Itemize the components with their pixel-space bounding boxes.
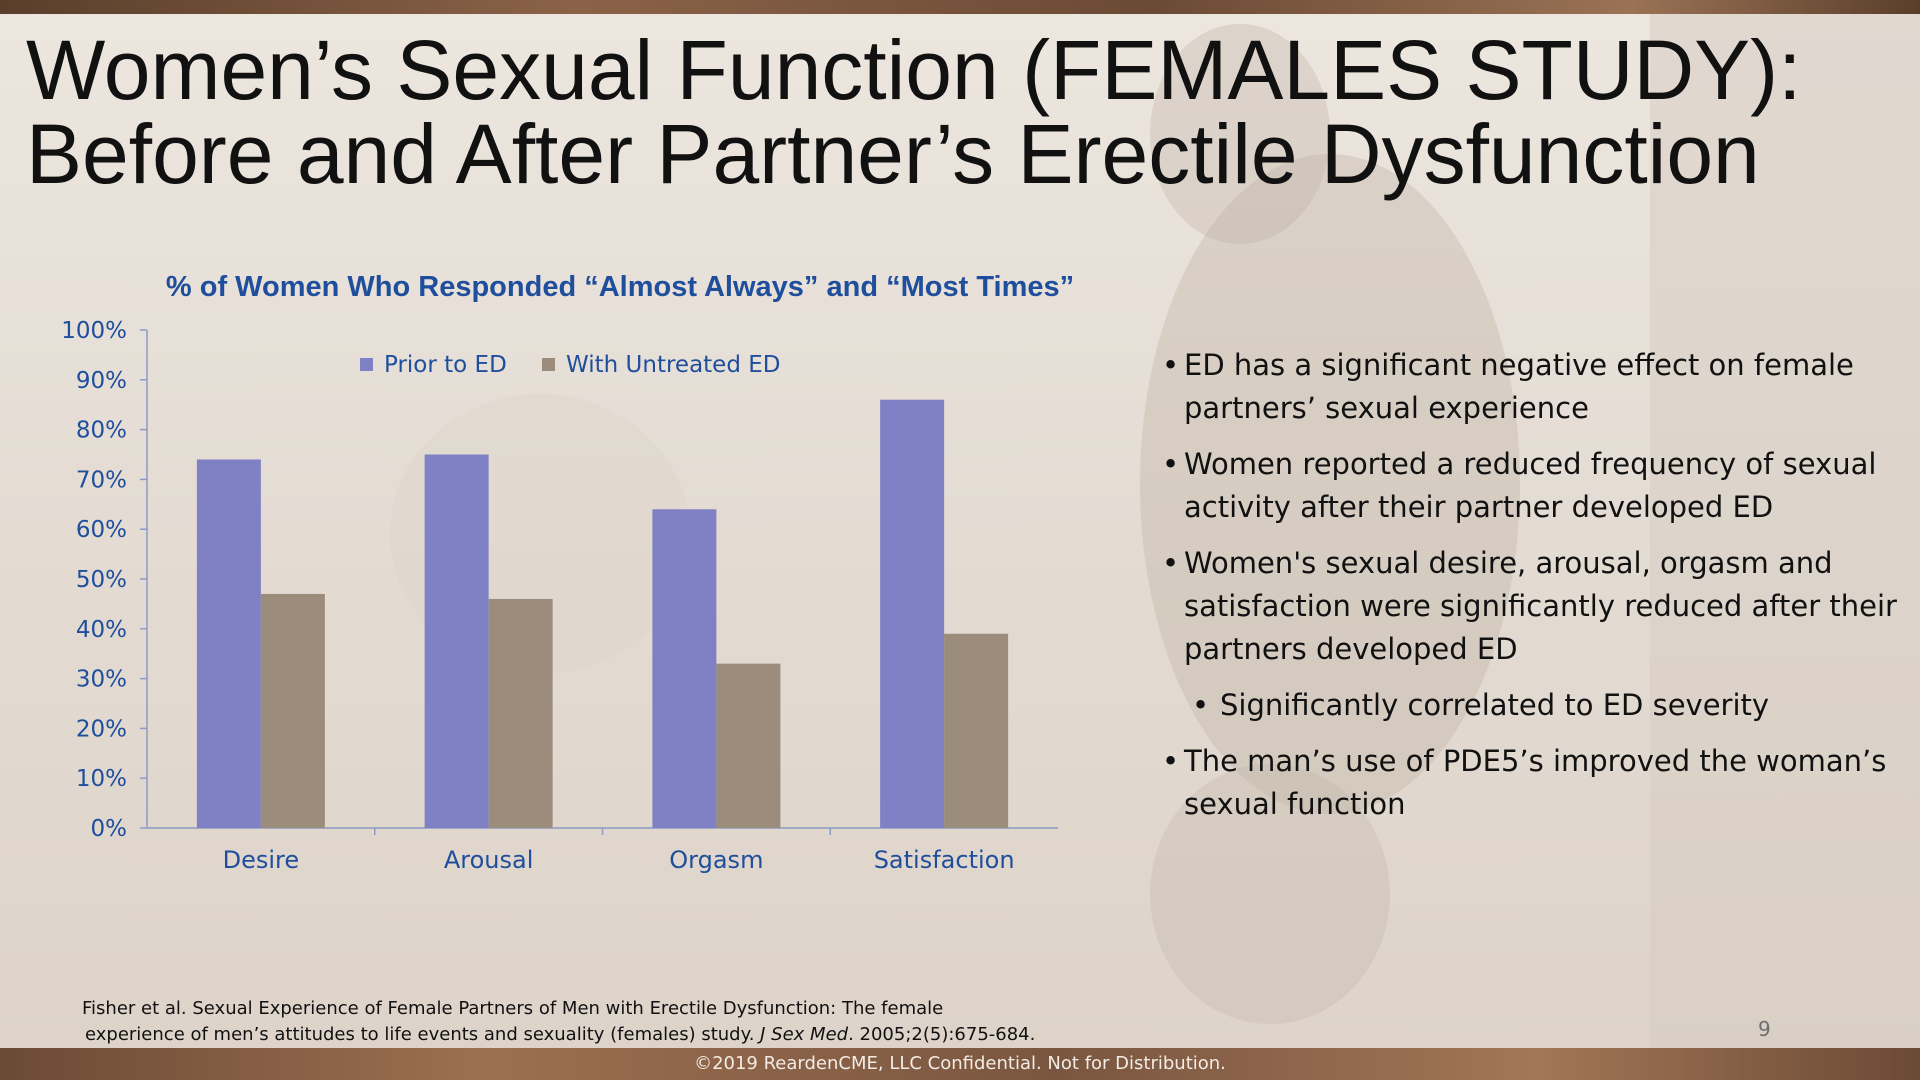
- bar: [424, 454, 489, 828]
- bullet-list: • ED has a significant negative effect on…: [1162, 344, 1902, 839]
- y-tick-label: 80%: [76, 418, 127, 444]
- x-tick-label: Arousal: [444, 846, 534, 874]
- y-tick-label: 40%: [76, 617, 127, 643]
- y-tick-label: 10%: [76, 766, 127, 792]
- bullet-text: Women reported a reduced frequency of se…: [1184, 447, 1877, 524]
- legend-label: Prior to ED: [384, 352, 507, 378]
- x-tick-label: Desire: [223, 846, 300, 874]
- y-tick-label: 70%: [76, 467, 127, 493]
- legend-swatch: [542, 358, 555, 371]
- sub-bullet-item: • Significantly correlated to ED severity: [1162, 684, 1902, 727]
- bar: [880, 399, 945, 828]
- bar: [196, 459, 261, 828]
- bullet-text: Significantly correlated to ED severity: [1220, 688, 1770, 722]
- footer-copyright: ©2019 ReardenCME, LLC Confidential. Not …: [694, 1053, 1226, 1074]
- bar: [488, 598, 553, 828]
- background-photo: [390, 14, 1920, 1048]
- citation-line-1: Fisher et al. Sexual Experience of Femal…: [82, 998, 944, 1019]
- legend-swatch: [360, 358, 373, 371]
- wood-frame-bottom: [0, 1048, 1920, 1080]
- citation-line-2: experience of men’s attitudes to life ev…: [82, 1022, 1082, 1048]
- title-line-2: Before and After Partner’s Erectile Dysf…: [26, 107, 1760, 201]
- y-tick-label: 30%: [76, 667, 127, 693]
- slide-title: Women’s Sexual Function (FEMALES STUDY):…: [26, 28, 1886, 196]
- bullet-text: Women's sexual desire, arousal, orgasm a…: [1184, 546, 1897, 666]
- bar: [260, 593, 325, 828]
- citation-details: . 2005;2(5):675-684.: [848, 1024, 1036, 1045]
- bullet-text: ED has a significant negative effect on …: [1184, 348, 1854, 425]
- bullet-dot: •: [1162, 447, 1180, 481]
- y-tick-label: 50%: [76, 567, 127, 593]
- y-tick-label: 0%: [91, 816, 128, 842]
- bar-chart: % of Women Who Responded “Almost Always”…: [61, 271, 1074, 874]
- bar: [944, 633, 1009, 828]
- bullet-dot: •: [1162, 546, 1180, 580]
- slide-background: [0, 14, 1920, 1048]
- bullet-text: The man’s use of PDE5’s improved the wom…: [1184, 744, 1887, 821]
- page-number: 9: [1758, 1017, 1771, 1041]
- bullet-dot: •: [1162, 348, 1180, 382]
- bar: [652, 509, 717, 828]
- y-tick-label: 100%: [61, 318, 127, 344]
- y-tick-label: 20%: [76, 716, 127, 742]
- bullet-item: • ED has a significant negative effect on…: [1162, 344, 1902, 430]
- wood-frame-top: [0, 0, 1920, 14]
- y-tick-label: 60%: [76, 517, 127, 543]
- y-tick-label: 90%: [76, 368, 127, 394]
- bullet-item: • The man’s use of PDE5’s improved the wo…: [1162, 740, 1902, 826]
- x-tick-label: Satisfaction: [874, 846, 1015, 874]
- bullet-item: • Women reported a reduced frequency of s…: [1162, 443, 1902, 529]
- citation-journal: J Sex Med: [760, 1024, 849, 1045]
- title-line-1: Women’s Sexual Function (FEMALES STUDY):: [26, 23, 1802, 117]
- bar: [716, 663, 781, 828]
- bullet-dot: •: [1162, 744, 1180, 778]
- citation-text: experience of men’s attitudes to life ev…: [85, 1024, 761, 1045]
- citation: Fisher et al. Sexual Experience of Femal…: [82, 996, 1082, 1048]
- bullet-dot: •: [1192, 688, 1210, 722]
- bullet-item: • Women's sexual desire, arousal, orgasm …: [1162, 542, 1902, 671]
- chart-title: % of Women Who Responded “Almost Always”…: [166, 271, 1074, 303]
- legend-label: With Untreated ED: [566, 352, 780, 378]
- x-tick-label: Orgasm: [669, 846, 763, 874]
